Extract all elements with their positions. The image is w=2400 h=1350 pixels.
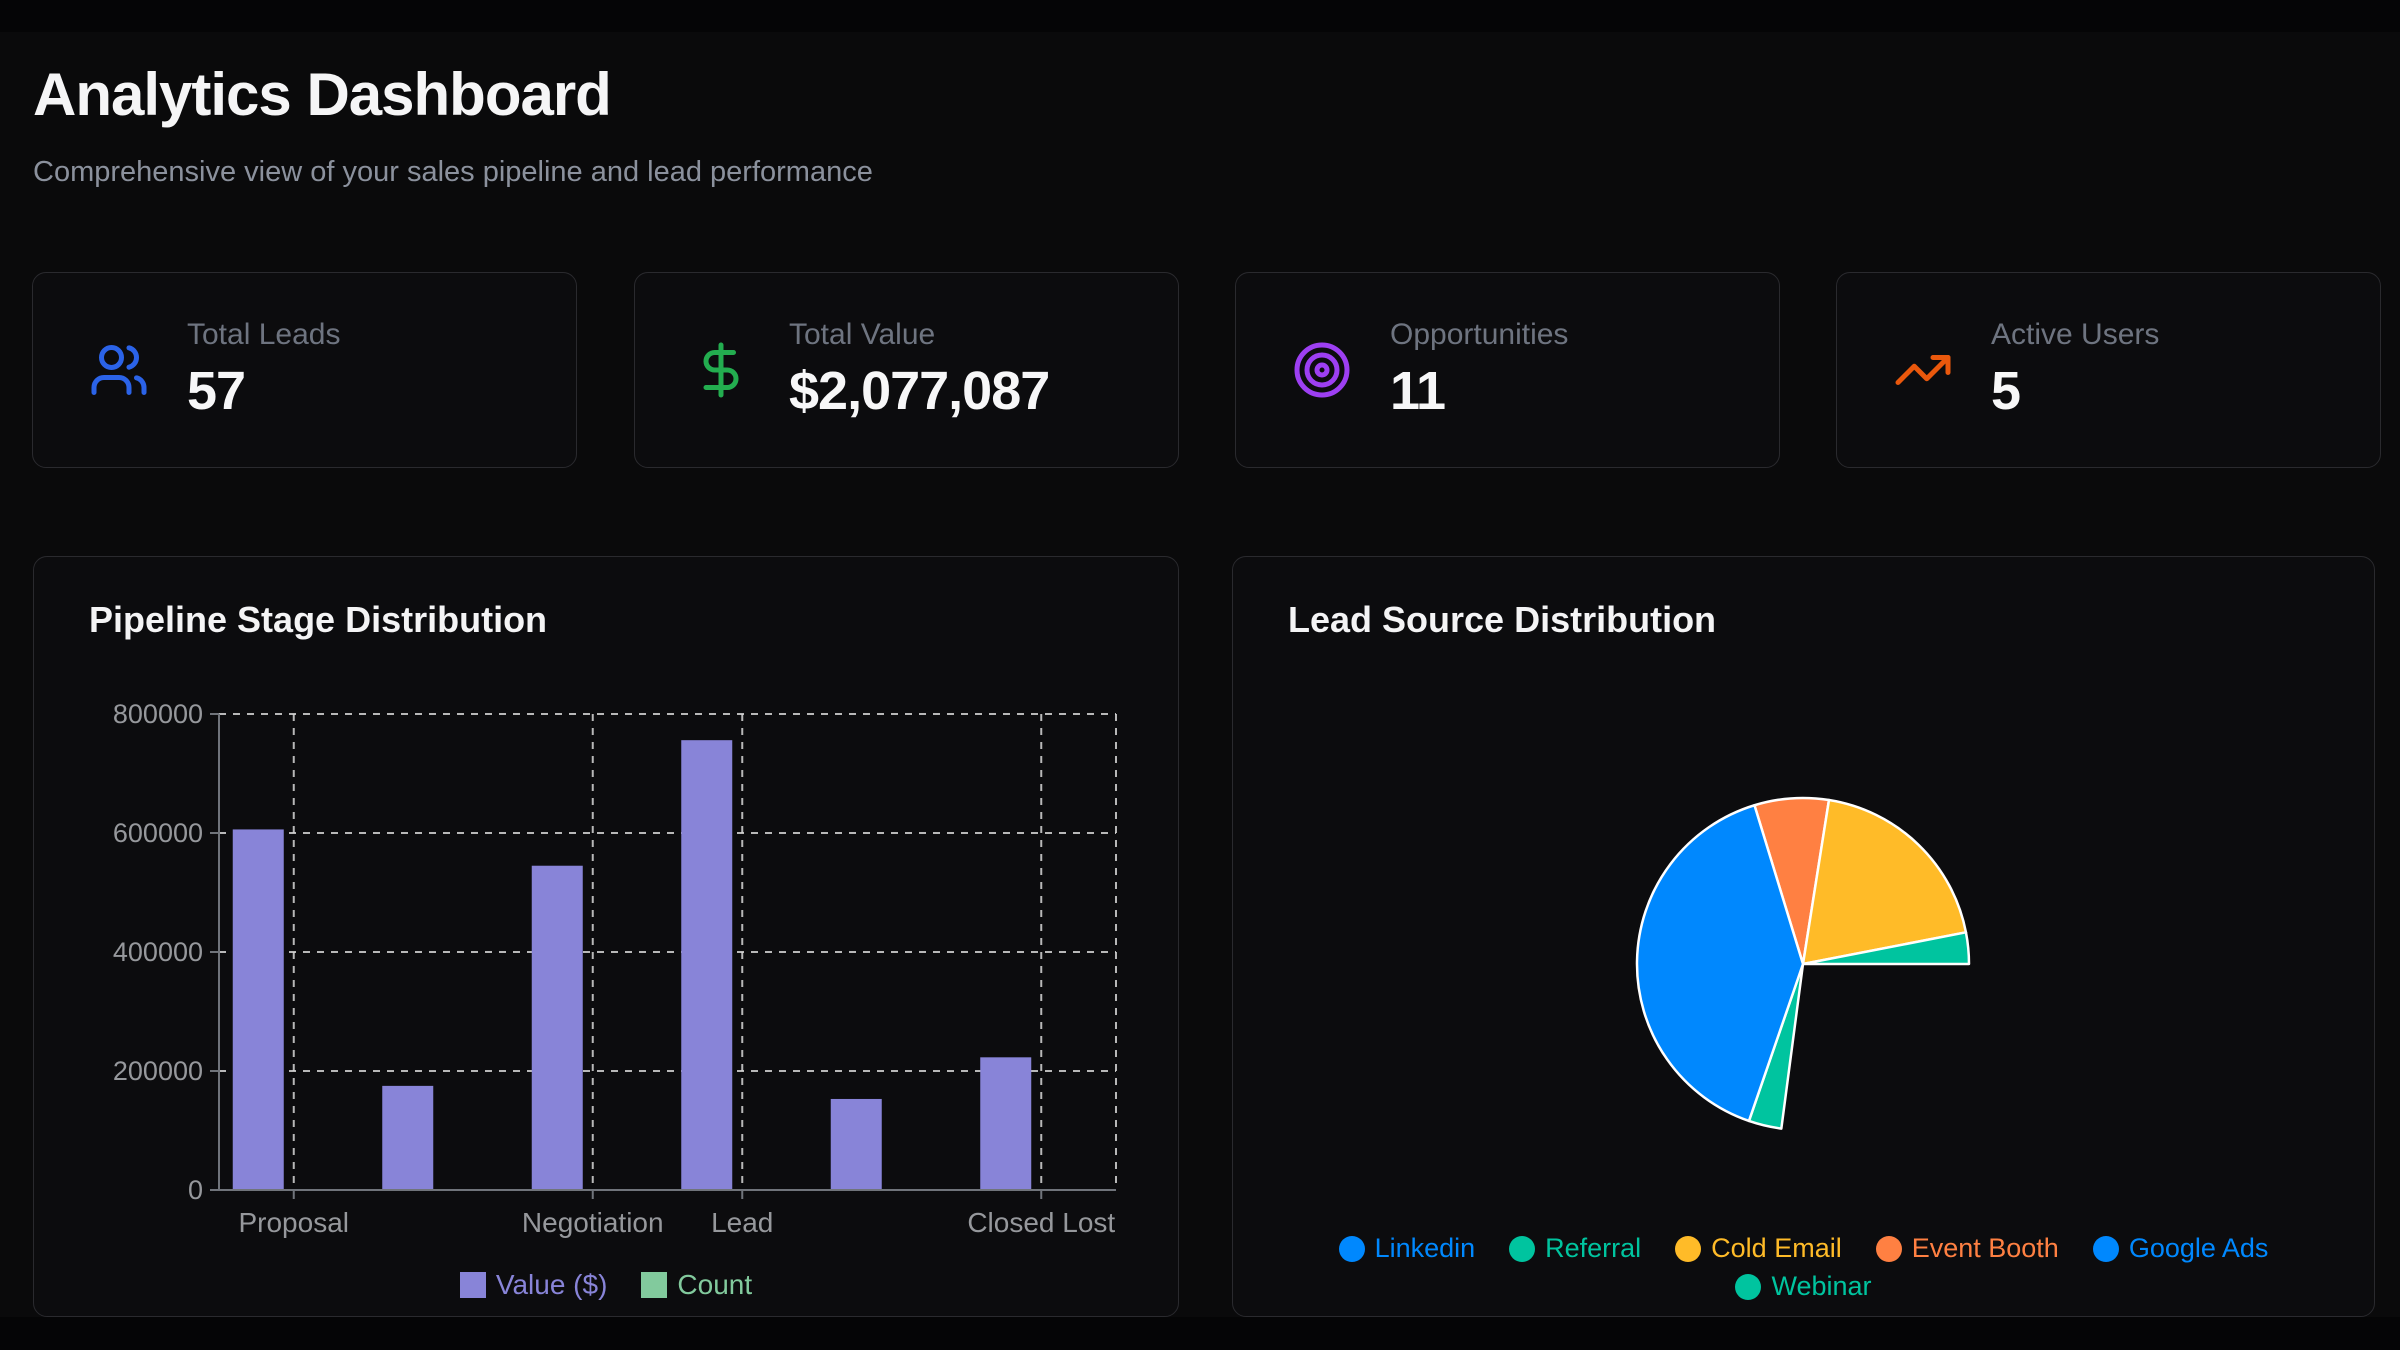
legend-item-event-booth: Event Booth	[1875, 1233, 2059, 1264]
bar-segment-0[interactable]	[232, 829, 284, 1190]
stat-card-opportunities: Opportunities 11	[1235, 272, 1780, 468]
chart-title: Pipeline Stage Distribution	[89, 599, 548, 640]
bar-segment-4[interactable]	[830, 1098, 882, 1190]
stat-text: Total Value $2,077,087	[789, 318, 1050, 422]
legend-item-value-: Value ($)	[459, 1269, 608, 1301]
legend-label: Cold Email	[1711, 1233, 1842, 1263]
bar-chart[interactable]: 0 200000 400000 600000 800000 Proposal Negotia…	[34, 687, 1180, 1262]
stat-value: 11	[1390, 361, 1446, 421]
legend-item-linkedin: Linkedin	[1338, 1233, 1476, 1264]
x-tick-label: Closed Lost	[967, 1207, 1115, 1238]
legend-item-cold-email: Cold Email	[1675, 1233, 1842, 1264]
y-tick-label: 0	[188, 1175, 203, 1205]
pie-slice-cold-email[interactable]	[1801, 798, 1968, 966]
pie-chart-legend-row: Linkedin Referral Cold Email Event Booth Goo…	[1233, 1233, 2374, 1264]
target-icon	[1292, 340, 1352, 400]
legend-swatch	[1875, 1235, 1902, 1262]
legend-label: Webinar	[1771, 1271, 1872, 1301]
y-tick-label: 400000	[113, 937, 203, 967]
y-tick-label: 200000	[113, 1056, 203, 1086]
page-subtitle: Comprehensive view of your sales pipelin…	[33, 156, 873, 188]
legend-item-count: Count	[641, 1269, 752, 1301]
legend-swatch	[1675, 1235, 1702, 1262]
chart-title: Lead Source Distribution	[1288, 599, 1717, 640]
bar-segment-2[interactable]	[531, 865, 583, 1190]
x-tick-label: Proposal	[238, 1207, 349, 1238]
legend-item-referral: Referral	[1509, 1233, 1641, 1264]
legend-label: Event Booth	[1911, 1233, 2059, 1263]
stat-label: Opportunities	[1390, 318, 1569, 351]
stat-value: 5	[1991, 361, 2021, 421]
trending-up-icon	[1893, 340, 1953, 400]
lead-source-chart-card: Lead Source Distribution Linkedin Referra…	[1232, 556, 2375, 1317]
stat-label: Active Users	[1991, 318, 2160, 351]
stat-value: $2,077,087	[789, 361, 1050, 421]
dollar-sign-icon	[691, 340, 751, 400]
stat-card-total-leads: Total Leads 57	[32, 272, 577, 468]
legend-swatch	[641, 1272, 668, 1298]
legend-item-google-ads: Google Ads	[2092, 1233, 2269, 1264]
legend-label: Value ($)	[495, 1269, 608, 1300]
legend-swatch	[459, 1272, 486, 1298]
pipeline-stage-chart-card: Pipeline Stage Distribution 0 200000 40000…	[33, 556, 1179, 1317]
legend-label: Referral	[1545, 1233, 1642, 1263]
stat-value: 57	[187, 361, 246, 421]
pie-slice-referral[interactable]	[1801, 931, 1971, 966]
pie-chart[interactable]	[1233, 687, 2376, 1207]
stat-text: Total Leads 57	[187, 318, 340, 422]
x-tick-label: Lead	[711, 1207, 773, 1238]
stat-card-active-users: Active Users 5	[1836, 272, 2381, 468]
stat-card-total-value: Total Value $2,077,087	[634, 272, 1179, 468]
page-title: Analytics Dashboard	[33, 61, 612, 128]
pie-slice-linkedin[interactable]	[1635, 804, 1805, 1123]
legend-label: Count	[677, 1269, 753, 1300]
bar-segment-5[interactable]	[980, 1057, 1032, 1190]
stat-label: Total Leads	[187, 318, 341, 351]
pie-chart-legend-row: Webinar	[1233, 1271, 2374, 1302]
legend-label: Linkedin	[1374, 1233, 1476, 1263]
y-tick-label: 600000	[113, 818, 203, 848]
legend-label: Google Ads	[2128, 1233, 2269, 1263]
stat-text: Active Users 5	[1991, 318, 2159, 422]
legend-swatch	[1509, 1235, 1536, 1262]
legend-swatch	[1735, 1273, 1762, 1300]
legend-swatch	[1338, 1235, 1365, 1262]
bar-segment-3[interactable]	[681, 740, 733, 1190]
x-tick-label: Negotiation	[522, 1207, 664, 1238]
bar-segment-1[interactable]	[382, 1085, 434, 1190]
stat-text: Opportunities 11	[1390, 318, 1568, 422]
stat-label: Total Value	[789, 318, 936, 351]
legend-item-webinar: Webinar	[1735, 1271, 1872, 1302]
users-icon	[89, 340, 149, 400]
legend-swatch	[2092, 1235, 2119, 1262]
y-tick-label: 800000	[113, 699, 203, 729]
bar-chart-legend: Value ($) Count	[34, 1269, 1178, 1301]
